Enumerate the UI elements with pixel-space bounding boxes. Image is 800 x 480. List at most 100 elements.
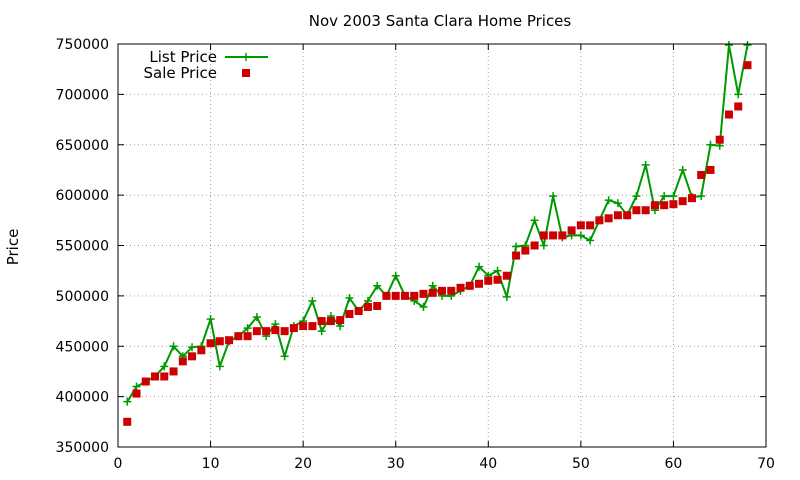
x-tick-label: 60 — [665, 456, 683, 472]
list-price-point — [734, 90, 743, 99]
sale-price-point — [743, 61, 752, 70]
sale-price-point — [243, 332, 252, 341]
list-price-point — [317, 327, 326, 336]
x-tick-label: 10 — [202, 456, 220, 472]
sale-price-point — [669, 200, 678, 209]
y-tick-label: 700000 — [56, 87, 109, 103]
sale-price-point — [410, 291, 419, 300]
sale-price-point — [345, 310, 354, 319]
x-tick-label: 0 — [114, 456, 123, 472]
sale-price-point — [299, 322, 308, 331]
list-price-point — [678, 165, 687, 174]
grid — [118, 44, 766, 447]
list-price-point — [123, 397, 132, 406]
y-tick-label: 650000 — [56, 138, 109, 154]
sale-price-point — [641, 206, 650, 215]
sale-price-point — [280, 327, 289, 336]
y-tick-label: 600000 — [56, 188, 109, 204]
list-price-point — [549, 192, 558, 201]
sale-price-point — [151, 372, 160, 381]
list-price-point — [243, 324, 252, 333]
list-price-point — [697, 192, 706, 201]
sale-price-point — [289, 324, 298, 333]
sale-price-point — [188, 352, 197, 361]
sale-price-point — [419, 289, 428, 298]
list-price-point — [206, 315, 215, 324]
sale-price-point — [382, 291, 391, 300]
list-price-point — [512, 242, 521, 251]
list-price-point — [132, 382, 141, 391]
list-price-point — [576, 231, 585, 240]
y-tick-label: 550000 — [56, 239, 109, 255]
sale-price-point — [428, 288, 437, 297]
sale-price-point — [484, 276, 493, 285]
legend-marker-list-price — [242, 53, 250, 61]
sale-price-point — [215, 337, 224, 346]
sale-price-point — [308, 322, 317, 331]
list-price-point — [530, 216, 539, 225]
list-price-point — [215, 362, 224, 371]
sale-price-point — [502, 271, 511, 280]
list-price-point — [604, 196, 613, 205]
sale-price-point — [373, 301, 382, 310]
x-tick-label: 50 — [572, 456, 590, 472]
sale-price-point — [715, 135, 724, 144]
list-price-point — [188, 343, 197, 352]
sale-price-point — [317, 317, 326, 326]
list-price-point — [493, 266, 502, 275]
list-price-point — [706, 140, 715, 149]
sale-price-point — [132, 389, 141, 398]
sale-price-point — [271, 326, 280, 335]
list-price-point — [419, 302, 428, 311]
sale-price-point — [456, 283, 465, 292]
sale-price-point — [225, 336, 234, 345]
sale-price-point — [724, 110, 733, 119]
list-price-point — [632, 192, 641, 201]
sale-price-point — [262, 327, 271, 336]
sale-price-point — [623, 211, 632, 220]
list-price-point — [660, 192, 669, 201]
y-tick-label: 450000 — [56, 339, 109, 355]
sale-price-point — [234, 332, 243, 341]
x-tick-label: 20 — [294, 456, 312, 472]
x-tick-label: 30 — [387, 456, 405, 472]
list-price-point — [280, 352, 289, 361]
legend-label: List Price — [149, 48, 217, 66]
legend-marker-sale-price — [242, 69, 250, 77]
chart-title: Nov 2003 Santa Clara Home Prices — [309, 12, 572, 30]
sale-price-point — [400, 291, 409, 300]
y-tick-label: 350000 — [56, 440, 109, 456]
sale-price-point — [734, 102, 743, 111]
sale-price-point — [178, 357, 187, 366]
sale-price-point — [160, 372, 169, 381]
sale-price-point — [363, 302, 372, 311]
y-tick-label: 500000 — [56, 289, 109, 305]
sale-price-point — [465, 281, 474, 290]
list-price-point — [641, 160, 650, 169]
series-layer — [123, 41, 752, 426]
list-price-point — [428, 281, 437, 290]
sale-price-point — [326, 317, 335, 326]
y-axis-label: Price — [4, 229, 22, 266]
sale-price-point — [354, 306, 363, 315]
sale-price-point — [558, 231, 567, 240]
sale-price-point — [586, 221, 595, 230]
sale-price-point — [521, 246, 530, 255]
list-price-point — [586, 236, 595, 245]
sale-price-point — [650, 201, 659, 210]
sale-price-point — [336, 316, 345, 325]
sale-price-point — [169, 367, 178, 376]
sale-price-point — [141, 377, 150, 386]
sale-price-point — [687, 194, 696, 203]
sale-price-point — [604, 214, 613, 223]
list-price-point — [169, 342, 178, 351]
list-price-point — [160, 362, 169, 371]
sale-price-point — [595, 216, 604, 225]
x-tick-label: 70 — [757, 456, 775, 472]
list-price-point — [475, 262, 484, 271]
y-tick-label: 750000 — [56, 37, 109, 53]
list-price-point — [373, 281, 382, 290]
sale-price-point — [678, 197, 687, 206]
series-line-list-price — [126, 44, 749, 403]
